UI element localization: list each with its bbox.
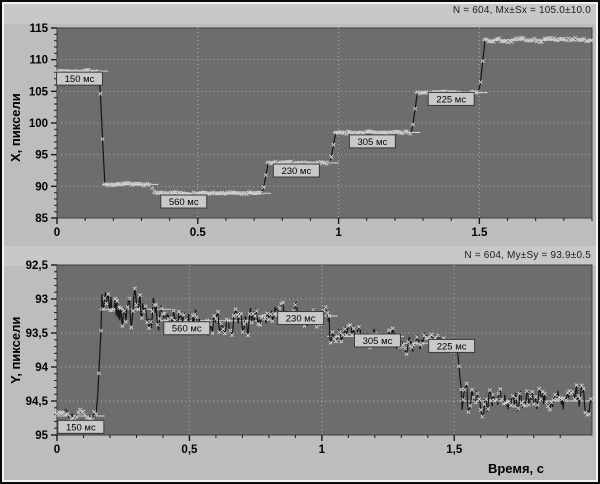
y-tick-label: 110 xyxy=(29,55,48,67)
svg-text:305 мс: 305 мс xyxy=(363,336,393,347)
y-tick-label: 115 xyxy=(29,23,48,35)
segment-label: 560 мс xyxy=(160,194,208,209)
plot-area xyxy=(56,27,593,219)
svg-text:230 мс: 230 мс xyxy=(286,314,316,325)
x-tick-label: 1 xyxy=(319,444,326,456)
y-tick-label: 93 xyxy=(35,294,48,306)
y-tick-label: 94,5 xyxy=(26,396,49,408)
segment-label: 305 мс xyxy=(353,333,401,348)
y-tick-label: 90 xyxy=(35,181,48,193)
y-tick-label: 95 xyxy=(35,430,48,442)
segment-label: 305 мс xyxy=(348,134,396,149)
plot-area xyxy=(56,264,593,436)
x-position-chart: 0 0.5 1 1.5 85 90 95 100 105 110 115 150 мс 560 мс 23… xyxy=(29,23,594,239)
x-axis-title: X, пиксели xyxy=(8,93,23,162)
y-tick-label: 93,5 xyxy=(26,328,49,340)
x-tick-label: 1,5 xyxy=(446,444,463,456)
svg-text:560 мс: 560 мс xyxy=(172,324,202,335)
bottom-annotation-strip xyxy=(4,246,596,266)
y-tick-label: 85 xyxy=(35,213,48,225)
segment-label: 230 мс xyxy=(272,163,320,178)
x-tick-label: 0.5 xyxy=(190,227,207,239)
y-tick-label: 95 xyxy=(35,150,48,162)
x-tick-label: 0 xyxy=(54,444,60,456)
axes: 0 0.5 1 1.5 85 90 95 100 105 110 115 xyxy=(29,23,593,239)
x-tick-label: 1 xyxy=(335,227,342,239)
x-tick-label: 0,5 xyxy=(181,444,198,456)
axes: 0 0,5 1 1,5 92,5 93 93,5 94 94,5 95 xyxy=(26,260,561,456)
segment-label: 225 мс xyxy=(428,338,476,353)
y-stats-annotation: N = 604, My±Sy = 93.9±0.5 xyxy=(464,250,591,261)
svg-text:225 мс: 225 мс xyxy=(436,94,466,105)
segment-duration-labels: 150 мс 560 мс 230 мс 305 мс 225 мс xyxy=(57,311,476,434)
segment-duration-labels: 150 мс 560 мс 230 мс 305 мс 225 мс xyxy=(56,71,475,209)
segment-label: 560 мс xyxy=(163,321,211,336)
segment-label: 150 мс xyxy=(56,71,104,86)
series-markers xyxy=(54,286,593,423)
segment-label: 150 мс xyxy=(57,419,105,434)
y-position-chart: 0 0,5 1 1,5 92,5 93 93,5 94 94,5 95 150 мс 560 мс 23… xyxy=(26,260,593,456)
x-tick-label: 1.5 xyxy=(471,227,488,239)
y-tick-label: 94 xyxy=(35,362,48,374)
svg-text:225 мс: 225 мс xyxy=(437,341,467,352)
segment-label: 225 мс xyxy=(427,91,475,106)
svg-text:305 мс: 305 мс xyxy=(357,137,387,148)
segment-label: 230 мс xyxy=(277,311,325,326)
svg-text:560 мс: 560 мс xyxy=(169,197,199,208)
svg-text:150 мс: 150 мс xyxy=(66,422,96,433)
time-axis-title: Время, с xyxy=(487,461,544,476)
y-tick-label: 105 xyxy=(29,86,49,98)
x-tick-label: 0 xyxy=(54,227,60,239)
y-tick-label: 100 xyxy=(29,118,48,130)
top-annotation-strip xyxy=(4,4,596,24)
svg-text:150 мс: 150 мс xyxy=(65,74,95,85)
svg-text:230 мс: 230 мс xyxy=(281,166,311,177)
y-tick-label: 92,5 xyxy=(26,260,49,272)
x-stats-annotation: N = 604, Mx±Sx = 105.0±10.0 xyxy=(452,5,591,16)
y-axis-title: Y, пиксели xyxy=(8,316,23,385)
